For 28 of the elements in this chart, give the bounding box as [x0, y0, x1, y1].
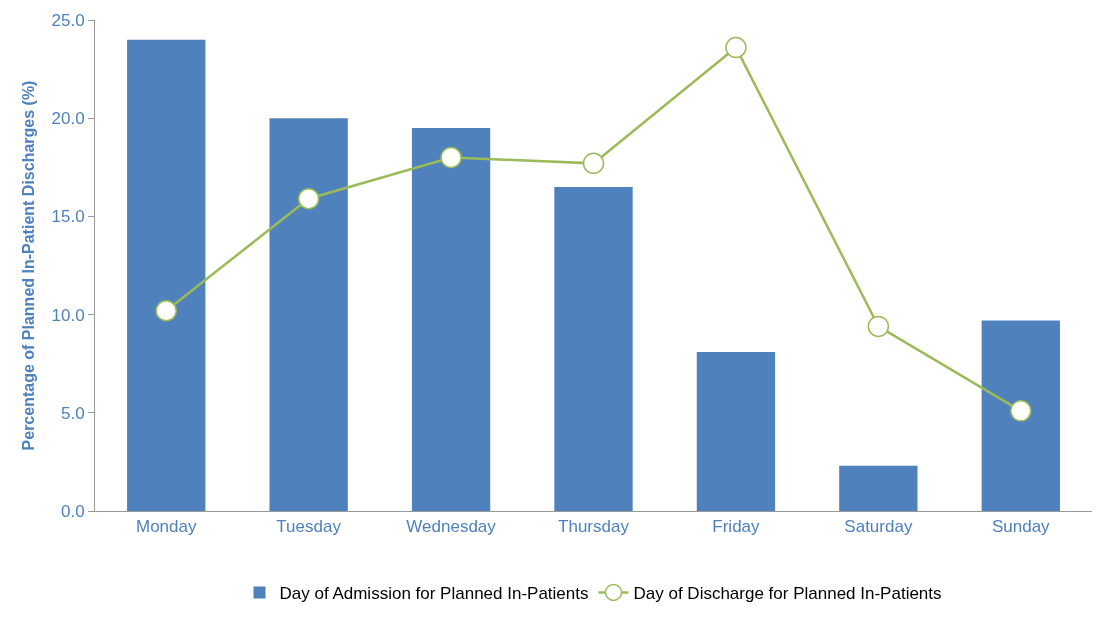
x-tick-label: Sunday: [991, 517, 1051, 537]
x-tick-label: Friday: [712, 517, 761, 537]
legend-label: Day of Discharge for Planned In-Patients: [633, 584, 942, 604]
bar: [696, 351, 776, 511]
bar: [269, 118, 348, 511]
y-tick-label: 5.0: [60, 403, 85, 423]
x-tick-label: Saturday: [844, 517, 913, 537]
y-tick-label: 20.0: [51, 109, 85, 129]
y-tick-label: 10.0: [51, 305, 85, 325]
point: [1010, 400, 1032, 422]
point: [582, 152, 605, 175]
bar: [411, 128, 491, 511]
x-tick-label: Thursday: [558, 517, 630, 537]
x-tick-label: Tuesday: [276, 517, 342, 537]
x-tick-label: Monday: [135, 517, 197, 537]
y-tick-label: 0.0: [60, 501, 85, 521]
y-tick-label: 25.0: [51, 10, 85, 30]
x-tick-label: Wednesday: [406, 517, 497, 537]
point: [297, 187, 320, 210]
y-axis-title: Percentage of Planned In-Patient Discharges (%): [20, 80, 38, 451]
bar: [981, 320, 1060, 511]
bar: [839, 465, 918, 511]
point: [440, 146, 462, 169]
point: [155, 299, 177, 322]
bar: [127, 39, 206, 511]
legend-label: Day of Admission for Planned In-Patients: [279, 584, 589, 604]
y-tick-label: 15.0: [51, 207, 85, 227]
bar: [554, 186, 633, 511]
